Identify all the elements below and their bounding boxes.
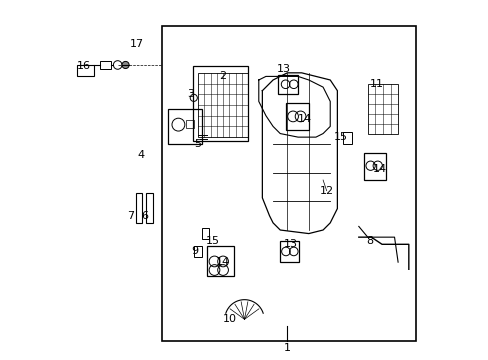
Text: 15: 15 — [205, 236, 219, 246]
Bar — [279, 241, 299, 262]
Text: 5: 5 — [194, 139, 201, 149]
Text: 1: 1 — [284, 343, 290, 353]
Text: 2: 2 — [219, 71, 226, 81]
Bar — [201, 228, 209, 239]
Text: 4: 4 — [137, 150, 144, 160]
Bar — [342, 132, 351, 144]
Bar — [100, 61, 110, 69]
Text: 15: 15 — [333, 132, 347, 142]
Bar — [278, 75, 298, 94]
Text: 6: 6 — [141, 211, 148, 221]
Bar — [193, 246, 201, 257]
Bar — [77, 65, 94, 76]
Text: 16: 16 — [77, 61, 91, 71]
Text: 14: 14 — [372, 164, 386, 174]
Text: 14: 14 — [298, 114, 312, 124]
Bar — [198, 73, 247, 137]
Text: 17: 17 — [130, 39, 144, 49]
Circle shape — [122, 62, 129, 68]
Text: 13: 13 — [284, 239, 297, 249]
Bar — [192, 66, 247, 141]
Text: 3: 3 — [187, 89, 194, 99]
Text: 12: 12 — [319, 186, 333, 196]
Bar — [285, 103, 308, 130]
Text: 10: 10 — [223, 314, 237, 324]
Text: 13: 13 — [276, 64, 290, 74]
Bar — [185, 120, 194, 128]
Text: 11: 11 — [369, 78, 383, 89]
Bar — [162, 26, 415, 341]
Text: 9: 9 — [190, 247, 198, 256]
Bar — [364, 153, 385, 180]
Bar — [135, 193, 142, 223]
Bar — [206, 246, 233, 276]
Bar — [146, 193, 152, 223]
Bar — [367, 84, 397, 134]
Text: 8: 8 — [365, 236, 372, 246]
Text: 14: 14 — [216, 257, 230, 267]
Text: 7: 7 — [126, 211, 134, 221]
Bar — [167, 109, 201, 144]
